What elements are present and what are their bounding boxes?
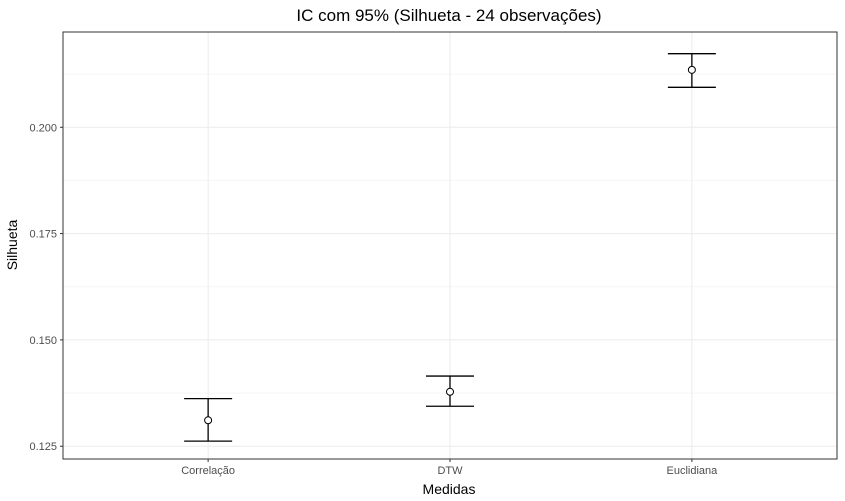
marks <box>184 53 716 442</box>
y-axis-title: Silhueta <box>4 219 20 270</box>
x-tick-label: DTW <box>437 465 463 477</box>
x-tick-label: Correlação <box>181 465 235 477</box>
chart-title: IC com 95% (Silhueta - 24 observações) <box>296 6 601 25</box>
y-tick-label: 0.175 <box>29 229 57 241</box>
x-axis-title: Medidas <box>423 481 476 497</box>
x-tick-label: Euclidiana <box>666 465 718 477</box>
mean-point <box>446 387 454 396</box>
mean-point <box>204 416 213 425</box>
y-tick-label: 0.200 <box>29 122 57 134</box>
x-axis: Correlação DTW Euclidiana <box>181 459 718 477</box>
mean-point <box>687 65 696 74</box>
y-tick-label: 0.150 <box>29 335 57 347</box>
y-tick-label: 0.125 <box>29 441 57 453</box>
y-axis: 0.125 0.150 0.175 0.200 <box>29 122 63 453</box>
